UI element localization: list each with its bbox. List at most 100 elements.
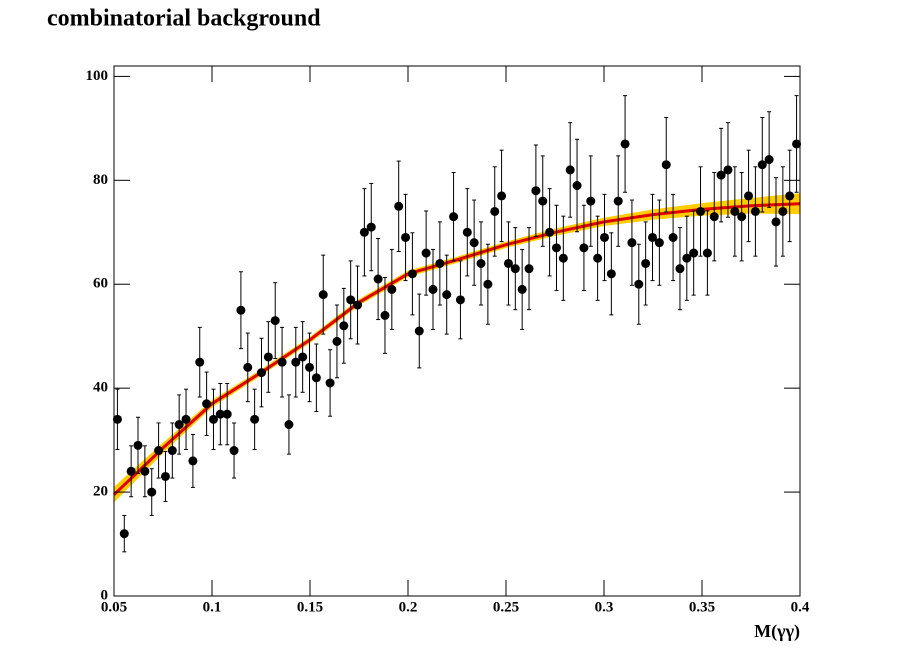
- data-point: [359, 227, 369, 237]
- data-point: [208, 414, 218, 424]
- data-point: [709, 212, 719, 222]
- data-point: [744, 191, 754, 201]
- data-point: [599, 232, 609, 242]
- data-point: [689, 248, 699, 258]
- data-point: [531, 186, 541, 196]
- data-point: [298, 352, 308, 362]
- x-axis-label: M(γγ): [754, 621, 800, 642]
- data-point: [455, 295, 465, 305]
- data-point: [202, 399, 212, 409]
- data-point: [407, 269, 417, 279]
- data-point: [593, 253, 603, 263]
- data-point: [167, 446, 177, 456]
- data-point: [737, 212, 747, 222]
- y-tick-label: 60: [93, 276, 108, 292]
- data-point: [243, 362, 253, 372]
- data-point: [387, 284, 397, 294]
- data-point: [256, 368, 266, 378]
- data-point: [606, 269, 616, 279]
- data-point: [339, 321, 349, 331]
- data-point: [579, 243, 589, 253]
- data-point: [181, 414, 191, 424]
- data-point: [284, 420, 294, 430]
- data-point: [325, 378, 335, 388]
- y-tick-label: 0: [101, 587, 109, 603]
- x-tick-label: 0.1: [203, 599, 222, 615]
- data-point: [750, 206, 760, 216]
- data-point: [551, 243, 561, 253]
- data-point: [648, 232, 658, 242]
- data-point: [236, 305, 246, 315]
- data-point: [154, 446, 164, 456]
- data-point: [291, 357, 301, 367]
- data-point: [305, 362, 315, 372]
- data-point: [332, 336, 342, 346]
- data-point: [620, 139, 630, 149]
- y-tick-label: 20: [93, 484, 108, 500]
- data-point: [785, 191, 795, 201]
- data-point: [401, 232, 411, 242]
- x-tick-label: 0.25: [493, 599, 519, 615]
- data-point: [538, 196, 548, 206]
- data-point: [174, 420, 184, 430]
- data-point: [723, 165, 733, 175]
- data-point: [277, 357, 287, 367]
- data-point: [490, 206, 500, 216]
- plot-frame: [113, 65, 801, 597]
- data-point: [503, 258, 513, 268]
- data-point: [517, 284, 527, 294]
- data-point: [421, 248, 431, 258]
- data-point: [675, 264, 685, 274]
- data-point: [524, 264, 534, 274]
- x-tick-label: 0.2: [399, 599, 418, 615]
- data-point: [497, 191, 507, 201]
- data-point: [469, 238, 479, 248]
- data-point: [133, 440, 143, 450]
- x-tick-label: 0.35: [689, 599, 715, 615]
- data-point: [147, 487, 157, 497]
- data-point: [613, 196, 623, 206]
- data-point: [682, 253, 692, 263]
- data-point: [545, 227, 555, 237]
- data-point: [112, 414, 122, 424]
- data-point: [661, 160, 671, 170]
- data-point: [126, 466, 136, 476]
- data-point: [476, 258, 486, 268]
- y-tick-label: 80: [93, 172, 108, 188]
- x-tick-label: 0.05: [101, 599, 127, 615]
- data-point: [229, 446, 239, 456]
- data-point: [353, 300, 363, 310]
- data-point: [160, 471, 170, 481]
- data-point: [483, 279, 493, 289]
- x-tick-label: 0.15: [297, 599, 323, 615]
- data-point: [119, 529, 129, 539]
- data-point: [414, 326, 424, 336]
- data-point: [634, 279, 644, 289]
- data-point: [558, 253, 568, 263]
- data-point: [140, 466, 150, 476]
- data-point: [250, 414, 260, 424]
- data-point: [346, 295, 356, 305]
- data-point: [449, 212, 459, 222]
- data-point: [757, 160, 767, 170]
- data-point: [696, 206, 706, 216]
- fit-line: [112, 202, 801, 496]
- data-point: [270, 316, 280, 326]
- data-point: [318, 290, 328, 300]
- data-point: [572, 181, 582, 191]
- data-point: [366, 222, 376, 232]
- data-point: [730, 206, 740, 216]
- y-tick-label: 40: [93, 380, 108, 396]
- data-point: [380, 310, 390, 320]
- x-tick-label: 0.3: [595, 599, 614, 615]
- data-point: [435, 258, 445, 268]
- data-point: [641, 258, 651, 268]
- data-point: [188, 456, 198, 466]
- data-point: [263, 352, 273, 362]
- data-point: [394, 201, 404, 211]
- data-point: [586, 196, 596, 206]
- data-point: [771, 217, 781, 227]
- x-tick-label: 0.4: [791, 599, 810, 615]
